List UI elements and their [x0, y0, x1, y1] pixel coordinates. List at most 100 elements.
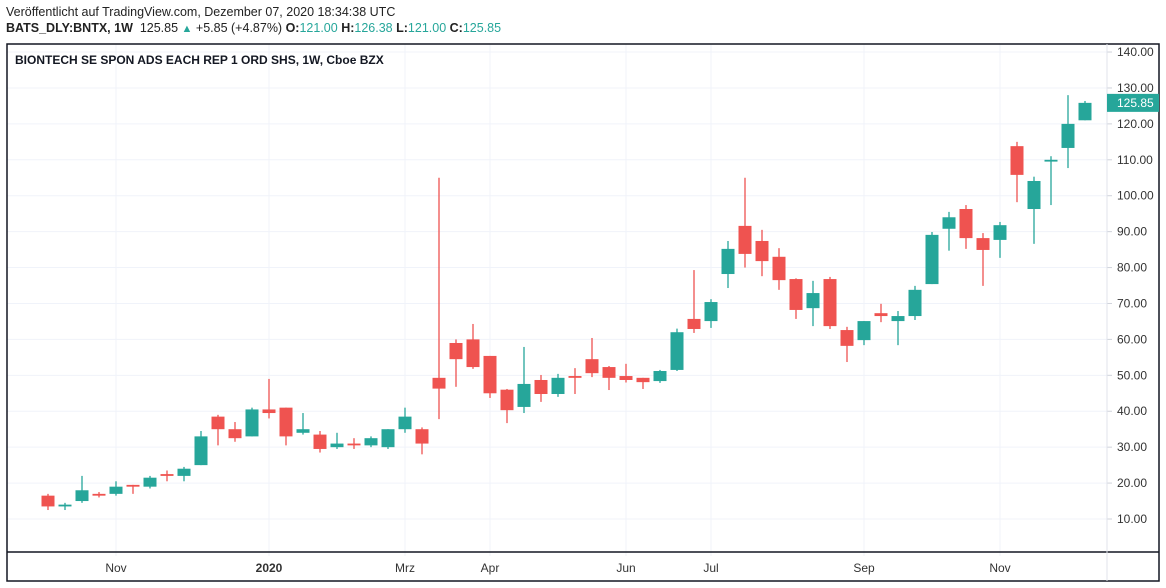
- candle-up: [908, 289, 922, 317]
- symbol-label: BATS_DLY:BNTX, 1W: [6, 21, 133, 35]
- x-tick-label: Apr: [481, 561, 500, 575]
- y-tick-label: 80.00: [1117, 261, 1147, 275]
- candle-down: [585, 359, 599, 374]
- price-change: +5.85 (+4.87%): [195, 21, 283, 35]
- last-price: 125.85: [139, 21, 179, 35]
- candle-down: [228, 429, 242, 439]
- y-tick-label: 130.00: [1117, 81, 1154, 95]
- x-tick-label: Jun: [616, 561, 635, 575]
- candle-up: [1027, 180, 1041, 210]
- y-tick-label: 10.00: [1117, 512, 1147, 526]
- candle-down: [415, 429, 429, 444]
- candle-down: [211, 416, 225, 430]
- candle-down: [483, 355, 497, 394]
- candle-down: [466, 339, 480, 368]
- candle-down: [92, 493, 106, 496]
- candle-down: [874, 313, 888, 317]
- chart-title: BIONTECH SE SPON ADS EACH REP 1 ORD SHS,…: [15, 53, 384, 67]
- candle-up: [517, 383, 531, 407]
- candle-up: [109, 486, 123, 494]
- candle-up: [381, 429, 395, 448]
- candle-up: [330, 443, 344, 448]
- candle-up: [925, 234, 939, 285]
- x-tick-label: Jul: [703, 561, 718, 575]
- candle-down: [602, 367, 616, 378]
- candle-down: [500, 389, 514, 411]
- up-triangle-icon: ▲: [181, 23, 193, 35]
- candle-up: [296, 429, 310, 433]
- candle-up: [551, 377, 565, 394]
- candle-down: [262, 409, 276, 414]
- y-tick-label: 30.00: [1117, 440, 1147, 454]
- y-tick-label: 50.00: [1117, 368, 1147, 382]
- candle-down: [755, 240, 769, 262]
- candle-down: [823, 279, 837, 327]
- candle-down: [1010, 146, 1024, 175]
- candle-up: [653, 371, 667, 382]
- candle-down: [840, 330, 854, 346]
- y-tick-label: 120.00: [1117, 117, 1154, 131]
- y-tick-label: 20.00: [1117, 476, 1147, 490]
- y-tick-label: 70.00: [1117, 296, 1147, 310]
- candle-up: [942, 217, 956, 229]
- candle-down: [772, 256, 786, 281]
- candle-down: [619, 376, 633, 380]
- x-tick-label: Sep: [853, 561, 875, 575]
- candle-down: [347, 443, 361, 446]
- y-tick-label: 60.00: [1117, 332, 1147, 346]
- candle-down: [313, 434, 327, 449]
- candle-down: [160, 474, 174, 476]
- candle-up: [1044, 159, 1058, 162]
- candle-down: [41, 495, 55, 507]
- candle-up: [806, 293, 820, 309]
- candle-up: [177, 468, 191, 476]
- candle-down: [126, 484, 140, 487]
- y-tick-label: 40.00: [1117, 404, 1147, 418]
- low-value: 121.00: [407, 21, 447, 35]
- open-value: 121.00: [299, 21, 338, 35]
- y-tick-label: 90.00: [1117, 225, 1147, 239]
- candle-up: [993, 225, 1007, 240]
- candle-up: [1061, 123, 1075, 148]
- candle-down: [534, 379, 548, 394]
- candle-up: [670, 332, 684, 370]
- candle-down: [636, 377, 650, 383]
- candle-down: [432, 377, 446, 389]
- candle-up: [143, 477, 157, 487]
- high-value: 126.38: [354, 21, 393, 35]
- close-label: C:: [449, 21, 463, 35]
- y-tick-label: 140.00: [1117, 45, 1154, 59]
- candle-down: [789, 279, 803, 310]
- x-tick-label: Nov: [105, 561, 126, 575]
- candle-down: [687, 318, 701, 329]
- candle-up: [398, 416, 412, 430]
- x-tick-label: 2020: [256, 561, 283, 575]
- open-label: O:: [285, 21, 300, 35]
- low-label: L:: [396, 21, 408, 35]
- candle-up: [857, 321, 871, 341]
- candle-up: [704, 302, 718, 322]
- candle-up: [364, 438, 378, 446]
- candle-down: [976, 238, 990, 250]
- candle-down: [279, 407, 293, 437]
- candle-down: [568, 376, 582, 378]
- y-tick-label: 110.00: [1117, 153, 1153, 167]
- symbol-info-bar: BATS_DLY:BNTX, 1W 125.85 ▲ +5.85 (+4.87%…: [6, 21, 501, 35]
- candle-up: [194, 436, 208, 466]
- candle-up: [1078, 102, 1092, 121]
- candle-up: [721, 248, 735, 275]
- x-tick-label: Mrz: [395, 561, 415, 575]
- chart-frame: [6, 43, 1160, 582]
- candle-down: [959, 209, 973, 239]
- published-note: Veröffentlicht auf TradingView.com, Deze…: [6, 5, 396, 19]
- candle-down: [449, 342, 463, 360]
- high-label: H:: [341, 21, 355, 35]
- candle-down: [738, 225, 752, 254]
- x-tick-label: Nov: [989, 561, 1010, 575]
- last-price-tag-label: 125.85: [1117, 96, 1154, 110]
- y-tick-label: 100.00: [1117, 189, 1154, 203]
- candle-up: [58, 504, 72, 507]
- last-price-tag: [1107, 93, 1159, 112]
- candle-up: [75, 490, 89, 502]
